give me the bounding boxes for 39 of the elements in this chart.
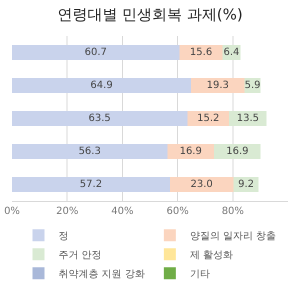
- bar: [12, 177, 170, 192]
- bar: [12, 111, 188, 126]
- data-label: 16.9: [180, 146, 202, 157]
- bar: [187, 111, 230, 126]
- legend-label: 주거 안정: [58, 250, 102, 262]
- bar: [12, 78, 192, 93]
- bar: [229, 111, 266, 126]
- bar: [170, 177, 234, 192]
- data-label: 16.9: [226, 146, 248, 157]
- bar: [214, 144, 261, 159]
- data-label: 23.0: [190, 178, 213, 190]
- x-tick-label: 60%: [166, 206, 189, 217]
- data-label: 19.3: [206, 80, 229, 92]
- data-label: 9.2: [238, 178, 254, 190]
- bar: [191, 78, 244, 93]
- legend-label: 정: [58, 231, 68, 242]
- legend-label: 양질의 일자리 창출: [190, 231, 276, 242]
- data-label: 64.9: [90, 80, 113, 92]
- x-tick-label: 40%: [111, 206, 134, 217]
- bar: [180, 45, 223, 60]
- x-tick-label: 20%: [56, 206, 78, 217]
- legend-label: 기타: [190, 269, 210, 280]
- x-tick-label: 0%: [4, 206, 20, 217]
- bar: [167, 144, 214, 159]
- legend-label: 취약계층 지원 강화: [58, 269, 145, 280]
- legend-label: 제 활성화: [190, 250, 234, 262]
- chart-title: 연령대별 민생회복 과제(%): [57, 6, 243, 24]
- data-label: 15.6: [190, 47, 212, 58]
- data-label: 5.9: [244, 80, 260, 92]
- data-label: 57.2: [80, 178, 102, 190]
- bar: [12, 144, 168, 159]
- data-label: 6.4: [223, 47, 240, 58]
- data-label: 15.2: [197, 112, 220, 124]
- x-tick-label: 80%: [222, 206, 244, 217]
- bar: [12, 45, 180, 60]
- data-label: 56.3: [78, 146, 101, 157]
- data-label: 63.5: [88, 112, 111, 124]
- data-label: 60.7: [84, 47, 107, 58]
- data-label: 13.5: [236, 112, 259, 124]
